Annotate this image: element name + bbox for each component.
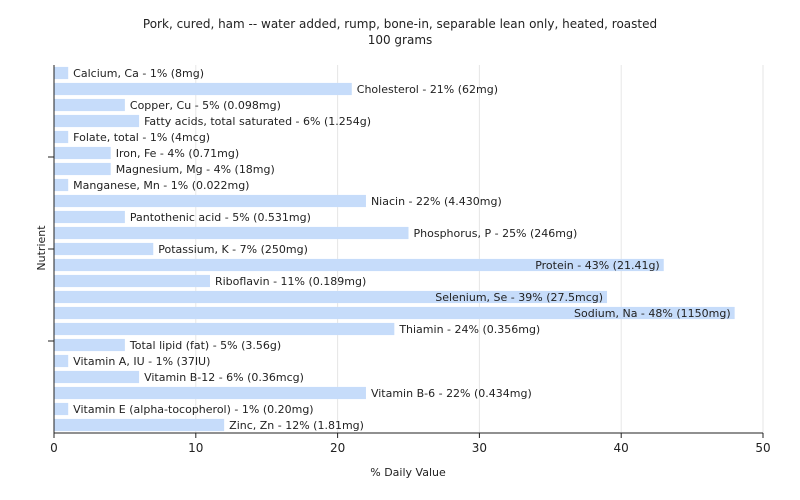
bar: [54, 306, 735, 320]
x-axis-title: % Daily Value: [370, 466, 446, 479]
bar-label: Vitamin B-12 - 6% (0.36mcg): [144, 371, 304, 384]
bar: [54, 66, 69, 80]
x-tick-label: 40: [614, 441, 629, 455]
bar: [54, 178, 69, 192]
bar-label: Manganese, Mn - 1% (0.022mg): [73, 179, 249, 192]
chart-title-block: Pork, cured, ham -- water added, rump, b…: [0, 16, 800, 48]
bar-label: Cholesterol - 21% (62mg): [357, 83, 498, 96]
bar-label: Copper, Cu - 5% (0.098mg): [130, 99, 281, 112]
bar-label: Riboflavin - 11% (0.189mg): [215, 275, 366, 288]
bar-label: Pantothenic acid - 5% (0.531mg): [130, 211, 311, 224]
bar-label: Fatty acids, total saturated - 6% (1.254…: [144, 115, 371, 128]
bar-label: Calcium, Ca - 1% (8mg): [73, 67, 204, 80]
bar: [54, 210, 125, 224]
bar-label: Vitamin A, IU - 1% (37IU): [73, 355, 210, 368]
bar-label: Zinc, Zn - 12% (1.81mg): [229, 419, 364, 432]
bar: [54, 290, 608, 304]
x-tick-label: 10: [188, 441, 203, 455]
bar-label: Iron, Fe - 4% (0.71mg): [116, 147, 239, 160]
chart-subtitle: 100 grams: [367, 33, 433, 47]
bar: [54, 114, 140, 128]
bar-label: Potassium, K - 7% (250mg): [158, 243, 308, 256]
bar-label: Protein - 43% (21.41g): [535, 259, 660, 272]
bar-label: Niacin - 22% (4.430mg): [371, 195, 502, 208]
bar-label: Vitamin E (alpha-tocopherol) - 1% (0.20m…: [73, 403, 313, 416]
x-tick-label: 50: [755, 441, 770, 455]
x-tick-label: 20: [330, 441, 345, 455]
bar-label: Magnesium, Mg - 4% (18mg): [116, 163, 275, 176]
bar: [54, 146, 111, 160]
bar-label: Phosphorus, P - 25% (246mg): [414, 227, 578, 240]
bar: [54, 82, 352, 96]
x-tick-label: 30: [472, 441, 487, 455]
axes-group: 0 10 20 30 40 50: [48, 65, 771, 455]
bar-label: Sodium, Na - 48% (1150mg): [574, 307, 731, 320]
bar: [54, 258, 664, 272]
bar: [54, 274, 210, 288]
bar-label: Thiamin - 24% (0.356mg): [398, 323, 540, 336]
grid-lines: [195, 65, 764, 433]
bar-label: Vitamin B-6 - 22% (0.434mg): [371, 387, 532, 400]
bar-label: Selenium, Se - 39% (27.5mcg): [435, 291, 603, 304]
bar-label: Total lipid (fat) - 5% (3.56g): [129, 339, 281, 352]
bar: [54, 226, 409, 240]
bar: [54, 386, 366, 400]
bar: [54, 418, 225, 432]
bar: [54, 370, 140, 384]
bar: [54, 322, 395, 336]
y-axis-title: Nutrient: [35, 225, 48, 271]
bar-label: Folate, total - 1% (4mcg): [73, 131, 210, 144]
bar: [54, 242, 154, 256]
bar: [54, 402, 69, 416]
bar: [54, 354, 69, 368]
bar: [54, 194, 366, 208]
bar: [54, 338, 125, 352]
bars-group: Calcium, Ca - 1% (8mg) Cholesterol - 21% …: [54, 66, 735, 432]
bar: [54, 98, 125, 112]
chart-title: Pork, cured, ham -- water added, rump, b…: [142, 17, 658, 31]
bar: [54, 130, 69, 144]
x-tick-label: 0: [50, 441, 58, 455]
bar: [54, 162, 111, 176]
